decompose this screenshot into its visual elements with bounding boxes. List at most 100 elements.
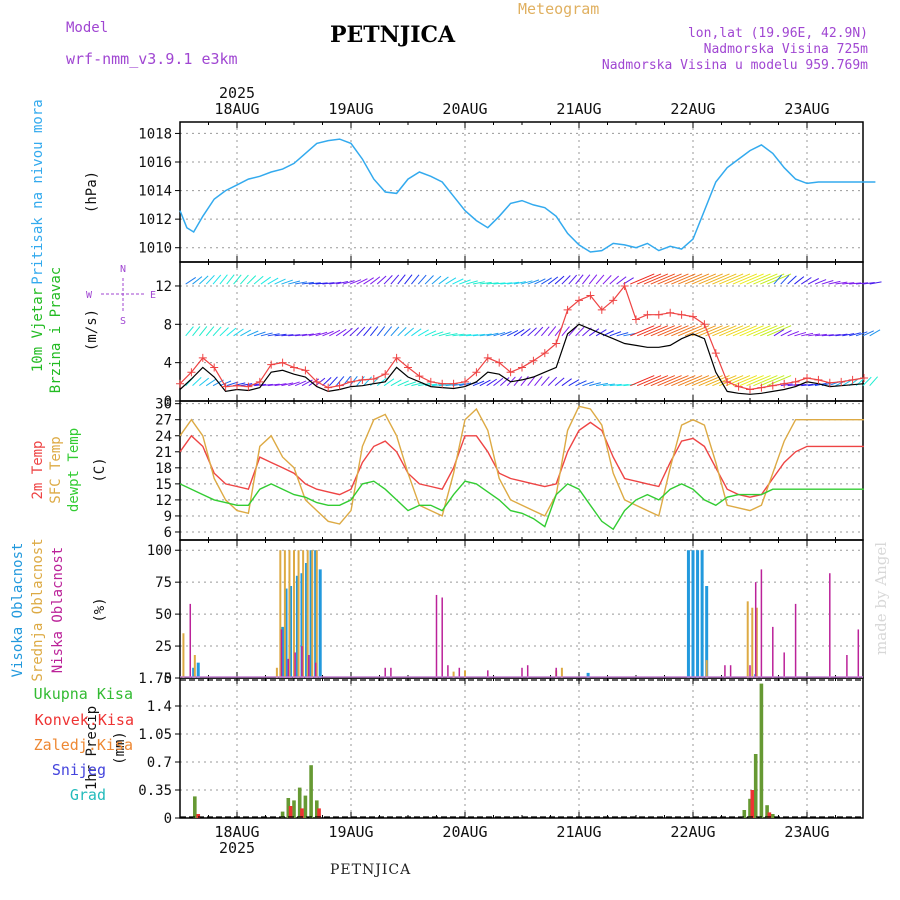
cloud-bar [829,573,831,678]
wind-arrow [842,333,855,337]
coordinates: lon,lat (19.96E, 42.9N) [687,26,868,41]
wind-arrow [787,275,797,285]
wind-arrow [335,328,347,337]
cloud-bar [308,655,310,678]
wind-arrow [787,330,799,337]
wind-arrow [267,333,280,337]
precip-legend-item: Zaledj.Kisa [34,736,133,754]
wind-arrow [869,376,878,386]
wind-arrow [664,375,689,387]
wind-arrow [684,375,710,387]
wind-gust-marker [597,305,606,314]
wind-arrow [390,326,400,337]
cloud-bar [314,662,317,678]
wind-arrow [773,274,783,285]
cloud-bar [754,582,757,678]
wind-arrow [869,329,881,337]
wind-arrow [404,274,413,285]
wind-arrow [452,333,465,337]
wind-arrow [226,327,237,337]
wind-arrow [561,326,570,337]
wind-arrow [588,328,600,337]
wind-arrow [862,376,872,387]
temp-axis-title-dew: dewpt Temp [66,428,82,512]
wind-arrow [294,380,307,387]
wind-arrow [199,377,210,387]
wind-arrow [459,279,471,285]
wind-arrow [288,280,301,285]
temp-axis-unit: (C) [92,457,108,482]
wind-arrow [575,274,584,285]
x-axis-day-label: 22AUG [670,823,715,841]
wind-arrow [835,281,848,285]
wind-arrow [780,383,793,387]
wind-arrow [541,277,552,285]
wind-arrow [486,332,499,337]
wind-arrow [588,274,598,285]
wind-arrow [746,325,771,337]
wind-arrow [650,273,675,285]
wind-arrow [732,375,758,387]
cloud-bar [280,629,283,678]
wind-arrow [356,326,366,337]
wind-arrow [363,326,372,337]
wind-gust-marker [803,373,811,382]
wind-arrow [657,273,682,285]
cloud-bar [705,660,708,678]
cloud-axis-title-high: Visoka Oblacnost [10,543,26,678]
wind-arrow [719,273,744,285]
wind-arrow [541,326,550,337]
wind-gust-marker [529,356,538,365]
precip-legend-item: Grad [70,786,106,804]
wind-arrow [739,325,764,337]
wind-arrow [295,281,308,285]
wind-gust-marker [689,312,697,321]
y-tick-label: 25 [155,639,172,655]
cloud-bar [705,586,709,678]
y-tick-label: 15 [155,477,172,493]
wind-arrow [233,274,242,285]
wind-arrow [240,274,249,285]
wind-gust-marker [198,353,207,362]
y-tick-label: 0.35 [138,783,172,799]
cloud-bar [435,594,438,678]
wind-arrow [342,327,353,337]
wind-arrow [411,382,424,387]
cloud-bar [749,665,751,678]
cloud-bar [521,667,523,678]
wind-arrow [780,329,792,337]
wind-arrow [671,325,696,337]
x-axis-day-label: 22AUG [670,100,715,118]
cloud-axis-title-low: Niska Oblacnost [50,547,66,673]
wind-gust-marker [210,363,219,372]
cloud-bar [755,607,758,678]
wind-arrow [445,277,457,285]
wind-gust-marker [768,381,777,390]
wind-arrow [281,334,294,337]
cloud-bar [300,573,304,678]
chart-kind-title: Meteogram [518,0,600,18]
wind-arrow [226,274,235,285]
precip-legend-item: Ukupna Kisa [34,685,133,703]
y-tick-label: 0 [164,394,172,410]
y-tick-label: 1.75 [138,671,172,687]
wind-arrow [609,383,622,387]
compass-north: N [120,264,126,275]
y-tick-label: 24 [155,429,172,445]
wind-arrow [595,329,607,337]
wind-arrow [541,376,550,386]
wind-arrow [431,331,444,337]
cloud-bar [193,655,196,678]
precip-bar [742,810,747,818]
precip-legend-item: Konvek.Kisa [35,711,134,729]
wind-gust-marker [415,372,424,381]
precip-bar [753,754,758,818]
y-tick-label: 6 [164,525,172,541]
cloud-bar [288,550,291,678]
wind-gust-marker [438,379,447,388]
wind-arrow [766,375,792,387]
wind-arrow [575,326,585,337]
cloud-bar [196,662,200,678]
wind-arrow [349,327,359,337]
wind-gust-marker [746,385,754,394]
